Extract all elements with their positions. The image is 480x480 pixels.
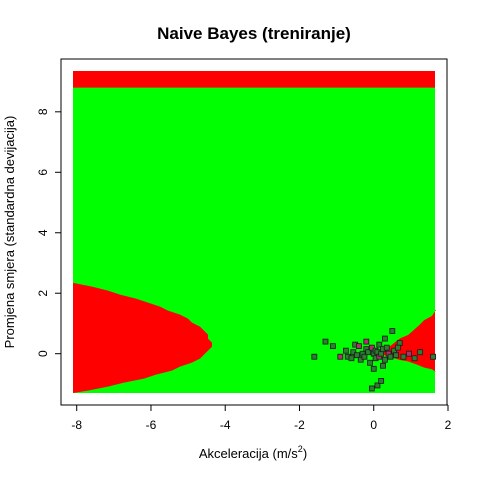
data-point xyxy=(400,353,407,360)
data-points xyxy=(311,328,437,392)
data-point xyxy=(376,341,383,348)
data-point xyxy=(368,385,375,392)
data-point xyxy=(367,359,373,366)
data-point xyxy=(389,328,396,334)
data-point xyxy=(370,365,377,372)
data-point xyxy=(355,343,362,350)
data-point xyxy=(337,353,344,360)
data-point xyxy=(354,352,360,359)
data-point xyxy=(381,335,388,342)
data-point xyxy=(417,349,424,356)
y-tick-label: 6 xyxy=(36,169,50,176)
data-point xyxy=(430,353,437,360)
x-axis-label-main: Akceleracija (m/s xyxy=(199,446,298,461)
data-point xyxy=(357,356,364,363)
data-point xyxy=(381,356,388,363)
data-point xyxy=(342,347,349,354)
data-point xyxy=(350,349,357,356)
y-tick-label: 8 xyxy=(36,108,50,115)
data-point xyxy=(361,353,368,360)
data-point xyxy=(387,353,394,360)
y-axis-label: Promjena smjera (standardna devijacija) xyxy=(2,116,17,349)
y-tick-label: 4 xyxy=(36,229,50,236)
region-red-top-band xyxy=(73,71,435,88)
x-axis: -8 -6 -4 -2 0 2 xyxy=(71,404,452,432)
x-tick-label: -6 xyxy=(146,418,157,432)
data-point xyxy=(329,343,336,350)
region-red-left-parabola xyxy=(72,282,212,393)
plot-area xyxy=(72,71,437,393)
data-point xyxy=(393,352,399,359)
x-tick-label: 0 xyxy=(370,418,377,432)
data-point xyxy=(322,338,329,345)
x-axis-label: Akceleracija (m/s2) xyxy=(199,444,307,461)
data-point xyxy=(383,344,390,351)
data-point xyxy=(368,344,375,351)
y-axis: 0 2 4 6 8 xyxy=(36,108,62,357)
x-tick-label: 2 xyxy=(445,418,452,432)
data-point xyxy=(380,362,386,369)
data-point xyxy=(394,344,401,351)
x-tick-label: -8 xyxy=(71,418,82,432)
y-tick-label: 2 xyxy=(36,290,50,297)
y-tick-label: 0 xyxy=(36,350,50,357)
data-point xyxy=(348,355,355,362)
data-point xyxy=(411,355,418,362)
data-point xyxy=(365,349,372,356)
data-point xyxy=(406,350,412,357)
data-point xyxy=(363,338,370,345)
x-axis-label-tail: ) xyxy=(303,446,307,461)
data-point xyxy=(374,382,381,389)
chart-title: Naive Bayes (treniranje) xyxy=(157,24,351,43)
x-tick-label: -4 xyxy=(220,418,231,432)
data-point xyxy=(311,353,318,360)
x-tick-label: -2 xyxy=(294,418,305,432)
data-point xyxy=(378,378,385,384)
x-axis-label-sup: 2 xyxy=(298,444,303,454)
